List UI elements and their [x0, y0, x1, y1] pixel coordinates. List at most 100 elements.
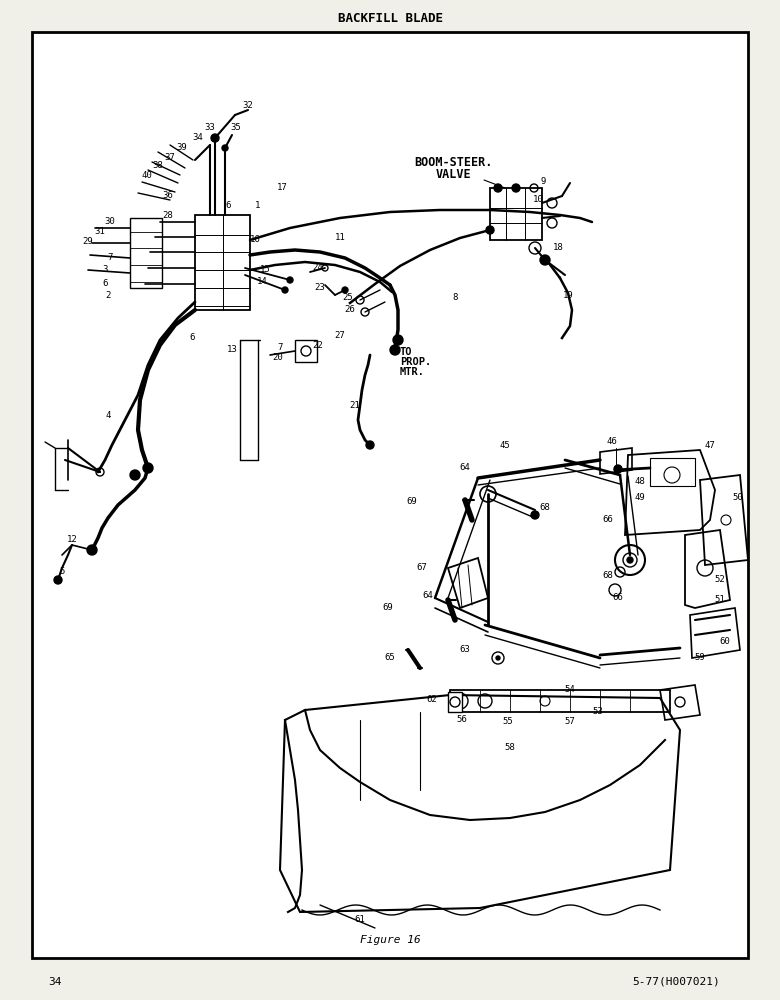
- Text: 34: 34: [193, 133, 204, 142]
- Text: 8: 8: [452, 294, 458, 302]
- Text: 36: 36: [162, 190, 173, 200]
- Text: 5-77(H007021): 5-77(H007021): [633, 977, 720, 987]
- Text: 63: 63: [459, 646, 470, 654]
- Text: 29: 29: [83, 237, 94, 246]
- Text: 60: 60: [720, 638, 730, 647]
- Text: 26: 26: [345, 306, 356, 314]
- Text: 7: 7: [278, 344, 282, 353]
- Text: 39: 39: [176, 143, 187, 152]
- Text: 1: 1: [255, 200, 261, 210]
- Circle shape: [390, 345, 400, 355]
- Text: 3: 3: [102, 265, 108, 274]
- Text: 69: 69: [383, 603, 393, 612]
- Text: 20: 20: [273, 354, 283, 362]
- Text: 35: 35: [231, 123, 241, 132]
- Text: 24: 24: [313, 263, 324, 272]
- Bar: [490, 188, 542, 240]
- Text: 47: 47: [704, 440, 715, 450]
- Bar: [195, 215, 250, 310]
- Text: 6: 6: [102, 278, 108, 288]
- Text: 64: 64: [459, 464, 470, 473]
- Bar: [295, 340, 317, 362]
- Text: 16: 16: [250, 235, 261, 244]
- Text: 38: 38: [153, 160, 163, 169]
- Text: 49: 49: [635, 493, 645, 502]
- Text: 33: 33: [204, 123, 215, 132]
- Text: 13: 13: [227, 346, 237, 355]
- Text: 58: 58: [505, 744, 516, 752]
- Text: PROP.: PROP.: [400, 357, 431, 367]
- Circle shape: [366, 441, 374, 449]
- Text: 52: 52: [714, 576, 725, 584]
- Text: 62: 62: [427, 696, 438, 704]
- Text: Figure 16: Figure 16: [360, 935, 420, 945]
- Text: 22: 22: [313, 340, 324, 350]
- Text: 65: 65: [385, 654, 395, 662]
- Text: 7: 7: [108, 253, 112, 262]
- Text: 32: 32: [243, 101, 254, 109]
- Text: BACKFILL BLADE: BACKFILL BLADE: [338, 11, 442, 24]
- Bar: [650, 458, 695, 486]
- Text: 40: 40: [142, 170, 152, 180]
- Text: 68: 68: [540, 504, 551, 512]
- Text: 2: 2: [105, 290, 111, 300]
- Text: 34: 34: [48, 977, 62, 987]
- Text: 30: 30: [105, 218, 115, 227]
- Text: 17: 17: [277, 184, 287, 192]
- Text: 64: 64: [423, 590, 434, 599]
- Circle shape: [130, 470, 140, 480]
- Text: 50: 50: [732, 493, 743, 502]
- Text: 15: 15: [260, 265, 271, 274]
- Text: 61: 61: [355, 916, 365, 924]
- Text: 11: 11: [335, 233, 346, 242]
- Circle shape: [512, 184, 520, 192]
- Text: 69: 69: [406, 497, 417, 506]
- Text: 48: 48: [635, 478, 645, 487]
- Text: 54: 54: [565, 686, 576, 694]
- Text: 68: 68: [603, 570, 613, 580]
- Circle shape: [87, 545, 97, 555]
- Text: BOOM-STEER.: BOOM-STEER.: [414, 155, 492, 168]
- Text: 55: 55: [502, 718, 513, 726]
- Text: 66: 66: [612, 593, 623, 602]
- Circle shape: [54, 576, 62, 584]
- Circle shape: [496, 656, 500, 660]
- Text: 45: 45: [500, 440, 510, 450]
- Circle shape: [614, 465, 622, 473]
- Text: 66: 66: [603, 516, 613, 524]
- Text: 19: 19: [562, 290, 573, 300]
- Text: 14: 14: [257, 277, 268, 286]
- Text: 23: 23: [314, 284, 325, 292]
- Bar: [448, 692, 462, 712]
- Circle shape: [282, 287, 288, 293]
- Text: 56: 56: [456, 716, 467, 724]
- Text: 6: 6: [225, 200, 231, 210]
- Text: 31: 31: [94, 228, 105, 236]
- Circle shape: [211, 134, 219, 142]
- Text: VALVE: VALVE: [435, 168, 471, 182]
- Circle shape: [143, 463, 153, 473]
- Text: 12: 12: [66, 536, 77, 544]
- Text: 5: 5: [59, 568, 65, 576]
- Text: 51: 51: [714, 595, 725, 604]
- Circle shape: [540, 255, 550, 265]
- Circle shape: [494, 184, 502, 192]
- Text: 27: 27: [335, 330, 346, 340]
- Text: 37: 37: [165, 153, 176, 162]
- Text: 46: 46: [607, 438, 618, 446]
- Circle shape: [222, 145, 228, 151]
- Text: TO: TO: [400, 347, 413, 357]
- Circle shape: [627, 557, 633, 563]
- Text: 18: 18: [552, 243, 563, 252]
- Text: 67: 67: [417, 564, 427, 572]
- Text: MTR.: MTR.: [400, 367, 425, 377]
- Circle shape: [287, 277, 293, 283]
- Text: 10: 10: [533, 196, 544, 205]
- Bar: [130, 218, 162, 288]
- Circle shape: [486, 226, 494, 234]
- Text: 9: 9: [541, 178, 546, 186]
- Text: 4: 4: [105, 410, 111, 420]
- Text: 6: 6: [190, 334, 195, 342]
- Text: 21: 21: [349, 400, 360, 410]
- Text: 53: 53: [593, 708, 604, 716]
